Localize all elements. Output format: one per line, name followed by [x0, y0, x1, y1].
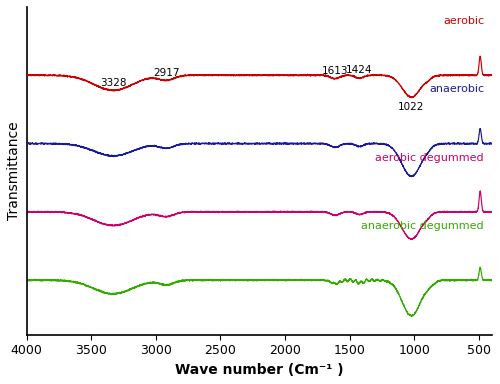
Y-axis label: Transmittance: Transmittance — [7, 122, 21, 220]
Text: aerobic degummed: aerobic degummed — [376, 153, 484, 163]
Text: anaerobic: anaerobic — [429, 84, 484, 94]
Text: aerobic: aerobic — [443, 16, 484, 26]
Text: 3328: 3328 — [100, 78, 126, 88]
Text: 1613: 1613 — [322, 66, 348, 76]
X-axis label: Wave number (Cm⁻¹ ): Wave number (Cm⁻¹ ) — [175, 363, 344, 377]
Text: 1022: 1022 — [398, 102, 424, 112]
Text: 1424: 1424 — [346, 65, 372, 75]
Text: 2917: 2917 — [153, 68, 180, 78]
Text: anaerobic degummed: anaerobic degummed — [362, 221, 484, 231]
